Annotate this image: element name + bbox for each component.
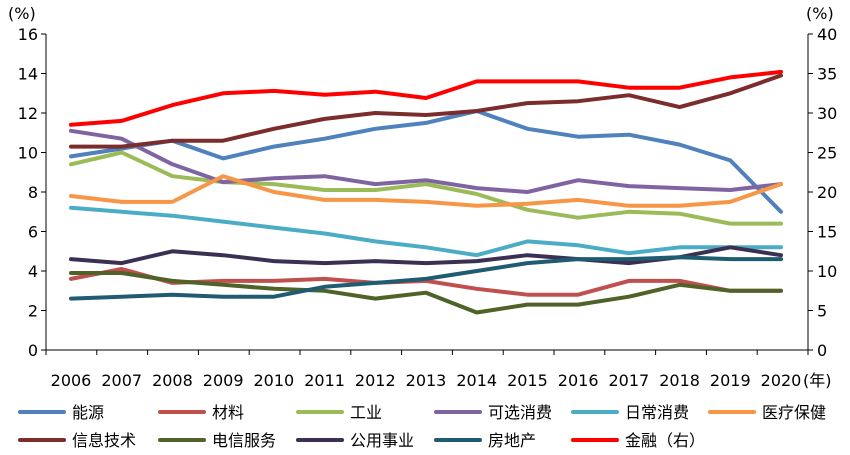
right-tick-label: 40 [817,25,837,44]
series-line-11 [69,69,783,127]
legend-label: 金融（右） [625,431,705,450]
x-tick-label: 2007 [101,371,142,390]
x-tick-label: 2010 [253,371,294,390]
right-axis-unit: (%) [806,4,834,23]
legend-label: 能源 [72,403,104,422]
legend-label: 信息技术 [72,431,136,450]
x-tick-label: 2020 [761,371,802,390]
chart-axes: 0 2 4 6 8 10 12 14 16 0 5 10 15 20 25 30 35 40 (%) (%) 2006 2… [8,4,837,390]
left-tick-label: 8 [28,183,38,202]
right-tick-label: 35 [817,65,837,84]
x-tick-label: 2018 [659,371,700,390]
legend-label: 医疗保健 [762,403,826,422]
legend-label: 材料 [212,403,244,422]
x-tick-label: 2014 [456,371,497,390]
right-tick-label: 10 [817,262,837,281]
series-line-10 [69,255,783,301]
x-tick-label: 2009 [203,371,244,390]
x-tick-label: 2019 [710,371,751,390]
x-tick-label: 2012 [355,371,396,390]
legend-label: 可选消费 [488,403,552,422]
series-line-5 [69,205,783,258]
right-tick-label: 20 [817,183,837,202]
chart-series-lines [69,69,783,315]
x-tick-label: 2013 [406,371,447,390]
series-line-4 [69,128,783,194]
series-line-6 [69,174,783,208]
x-axis-unit: (年) [803,371,832,390]
right-tick-label: 25 [817,144,837,163]
x-tick-label: 2011 [304,371,345,390]
x-tick-label: 2015 [507,371,548,390]
legend-label: 电信服务 [212,431,276,450]
left-tick-label: 10 [18,144,38,163]
left-tick-label: 12 [18,104,38,123]
legend-label: 工业 [350,403,382,422]
x-tick-label: 2006 [51,371,92,390]
left-tick-label: 16 [18,25,38,44]
left-tick-label: 14 [18,65,38,84]
left-axis-unit: (%) [8,4,36,23]
legend-label: 公用事业 [350,431,414,450]
right-tick-label: 15 [817,223,837,242]
right-tick-label: 0 [817,341,827,360]
left-tick-label: 4 [28,262,38,281]
left-tick-label: 2 [28,302,38,321]
right-tick-label: 5 [817,302,827,321]
left-tick-label: 6 [28,223,38,242]
legend-label: 日常消费 [625,403,689,422]
series-line-3 [69,150,783,226]
series-line-8 [69,271,783,315]
series-line-1 [69,109,783,214]
x-tick-label: 2016 [558,371,599,390]
x-tick-label: 2008 [152,371,193,390]
legend-label: 房地产 [488,431,536,450]
series-line-7 [69,73,783,149]
right-tick-label: 30 [817,104,837,123]
left-tick-label: 0 [28,341,38,360]
x-tick-label: 2017 [608,371,649,390]
